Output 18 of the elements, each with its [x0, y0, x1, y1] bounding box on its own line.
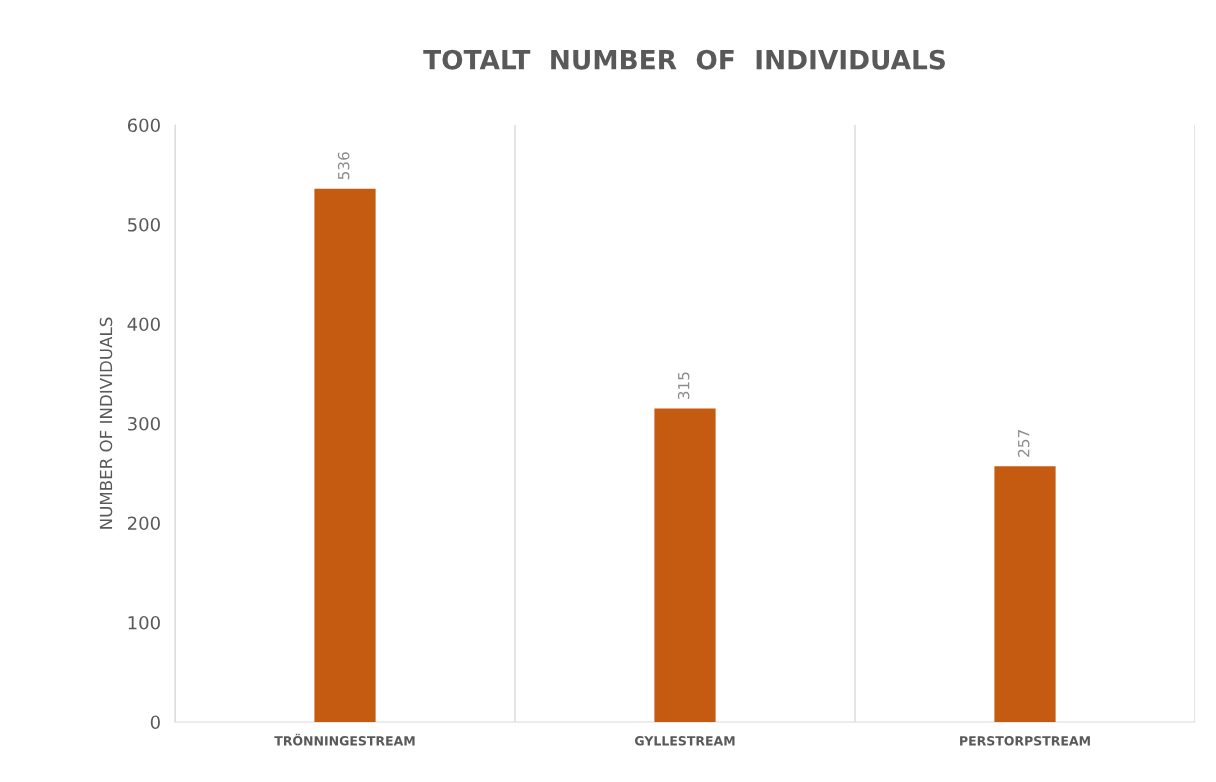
- x-tick-label: PERSTORPSTREAM: [960, 736, 1090, 746]
- data-label: 315: [677, 372, 690, 400]
- y-tick-label: 600: [127, 118, 160, 133]
- y-axis-title: NUMBER OF INDIVIDUALS: [99, 317, 113, 529]
- y-tick-label: 100: [128, 615, 160, 630]
- y-tick-label: 0: [150, 715, 160, 730]
- bar: [994, 466, 1056, 722]
- x-tick-label: GYLLESTREAM: [634, 736, 735, 746]
- chart-title: TOTALT NUMBER OF INDIVIDUALS: [423, 49, 945, 70]
- y-tick-label: 200: [127, 516, 160, 531]
- y-tick-label: 400: [127, 317, 160, 332]
- y-tick-label: 500: [128, 217, 160, 232]
- bar: [314, 188, 376, 722]
- y-tick-label: 300: [128, 416, 160, 431]
- data-label: 536: [337, 152, 350, 180]
- x-tick-label: TRÖNNINGESTREAM: [274, 733, 415, 746]
- bar: [654, 408, 716, 722]
- data-label: 257: [1017, 430, 1030, 457]
